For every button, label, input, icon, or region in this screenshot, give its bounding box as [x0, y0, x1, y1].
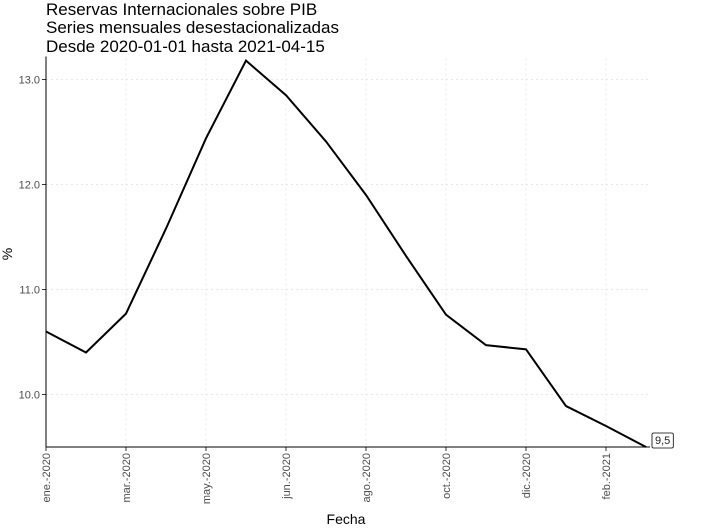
y-axis-title: % — [0, 248, 15, 260]
x-tick-label: oct.-2020 — [441, 453, 453, 499]
data-label-text: 9,5 — [655, 435, 670, 447]
x-tick-label: ene.-2020 — [41, 453, 53, 503]
y-tick-label: 12.0 — [19, 180, 40, 192]
series-line — [45, 59, 647, 448]
x-tick-label: may.-2020 — [201, 453, 213, 504]
y-tick-label: 10.0 — [19, 390, 40, 402]
x-tick-label: dic.-2020 — [521, 453, 533, 498]
chart-title: Reservas Internacionales sobre PIB — [46, 0, 317, 19]
y-tick-label: 11.0 — [19, 285, 40, 297]
x-tick-label: jun.-2020 — [281, 453, 293, 500]
x-tick-label: mar.-2020 — [121, 453, 133, 503]
chart-subtitle: Desde 2020-01-01 hasta 2021-04-15 — [46, 37, 325, 56]
data-label: 9,5 — [651, 432, 674, 449]
data-label-box — [651, 432, 674, 449]
chart-subtitle: Series mensuales desestacionalizadas — [46, 18, 339, 37]
y-tick-label: 13.0 — [19, 75, 40, 87]
x-axis-title: Fecha — [327, 511, 366, 527]
x-tick-label: ago.-2020 — [361, 453, 373, 503]
x-tick-label: feb.-2021 — [601, 453, 613, 499]
